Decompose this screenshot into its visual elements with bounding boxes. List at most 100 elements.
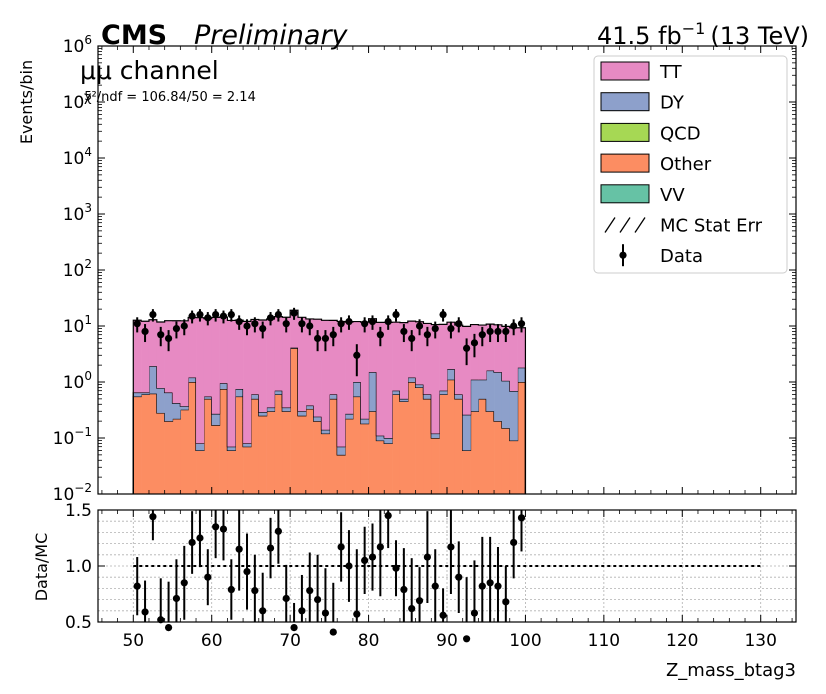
bar-other — [148, 393, 158, 494]
bar-dy — [313, 416, 322, 422]
x-tick-label: 70 — [279, 631, 301, 651]
data-marker — [219, 312, 228, 320]
data-marker — [408, 334, 416, 343]
bar-dy — [235, 389, 244, 397]
y-tick-base: 10 — [63, 317, 85, 337]
ratio-point — [196, 510, 204, 568]
bar-dy — [282, 407, 291, 412]
ratio-marker — [180, 579, 188, 587]
bar-dy — [180, 406, 189, 410]
bar-tt — [172, 320, 181, 404]
data-marker — [494, 327, 502, 336]
bar-tt — [337, 321, 346, 447]
bar-other — [258, 415, 267, 494]
bar-dy — [250, 394, 260, 399]
data-point — [282, 317, 290, 333]
bar-other — [180, 409, 189, 494]
ratio-point — [408, 558, 416, 622]
legend-label: Data — [660, 246, 703, 267]
ratio-point — [400, 548, 408, 622]
data-point — [431, 321, 439, 339]
ratio-point — [517, 510, 526, 552]
bar-dy — [470, 379, 479, 412]
ratio-marker — [423, 553, 431, 561]
data-point — [314, 330, 322, 352]
lumi-value: 41.5 fb — [597, 22, 682, 50]
ratio-marker — [470, 609, 479, 617]
data-marker — [259, 324, 267, 333]
bar-other — [454, 398, 463, 494]
y-tick-exponent: −2 — [74, 481, 92, 495]
data-point — [423, 326, 431, 347]
ratio-marker — [408, 604, 416, 613]
data-point — [345, 315, 353, 330]
bar-dy — [447, 369, 456, 380]
data-marker — [502, 327, 510, 336]
bar-other — [509, 440, 518, 494]
data-point — [470, 333, 479, 358]
bar-dy — [337, 446, 346, 455]
bar-tt — [431, 324, 440, 434]
bar-dy — [274, 390, 283, 395]
bar-tt — [148, 319, 158, 367]
legend-label: VV — [660, 185, 685, 206]
bar-tt — [290, 310, 299, 348]
data-point — [141, 324, 149, 343]
legend-item-vv: VV — [600, 184, 685, 206]
data-point — [376, 326, 384, 347]
data-marker — [376, 331, 384, 339]
ratio-point — [306, 552, 314, 622]
legend-label: TT — [659, 62, 683, 83]
ratio-marker — [243, 568, 251, 576]
bar-dy — [384, 438, 393, 444]
bar-dy — [156, 388, 165, 413]
data-point — [329, 326, 337, 347]
data-point — [478, 326, 486, 347]
bar-other — [494, 421, 503, 494]
data-marker — [447, 324, 455, 333]
ratio-marker — [502, 598, 510, 606]
data-marker — [157, 331, 165, 339]
ratio-marker — [478, 582, 486, 590]
ratio-marker — [235, 545, 243, 553]
bar-dy — [454, 394, 463, 399]
bar-dy — [148, 366, 158, 394]
data-marker — [510, 322, 518, 330]
ratio-point — [447, 510, 455, 594]
channel-label: μμ channel — [80, 56, 219, 85]
legend-hatch — [634, 217, 646, 233]
bar-other — [392, 394, 401, 494]
ratio-point — [290, 602, 298, 632]
bar-tt — [258, 320, 267, 413]
ratio-marker — [172, 594, 181, 603]
bar-tt — [415, 321, 424, 385]
data-marker — [463, 344, 471, 352]
ratio-point — [361, 526, 369, 594]
bar-dy — [368, 372, 377, 412]
data-point — [298, 317, 306, 333]
data-point — [400, 324, 408, 343]
ratio-point — [337, 512, 345, 582]
stacked-histogram — [132, 309, 527, 494]
data-marker — [133, 320, 141, 328]
ratio-point — [455, 541, 463, 614]
data-marker — [415, 322, 424, 330]
y-tick-label: 10−2 — [53, 481, 92, 505]
bar-other — [211, 425, 220, 494]
bar-other — [399, 401, 409, 494]
data-point — [266, 312, 275, 326]
bar-dy — [133, 392, 142, 397]
ratio-marker — [517, 514, 526, 522]
ratio-point — [392, 540, 400, 597]
ratio-point — [141, 580, 149, 622]
bar-other — [164, 421, 173, 494]
data-marker — [439, 310, 447, 319]
ratio-y-axis-label: Data/MC — [32, 533, 51, 602]
data-marker — [306, 322, 314, 330]
bar-other — [501, 428, 511, 494]
bar-dy — [501, 380, 511, 429]
ratio-point — [423, 511, 431, 603]
x-axis-label: Z_mass_btag3 — [666, 660, 796, 681]
data-point — [455, 317, 463, 333]
legend-hatch — [604, 217, 616, 233]
